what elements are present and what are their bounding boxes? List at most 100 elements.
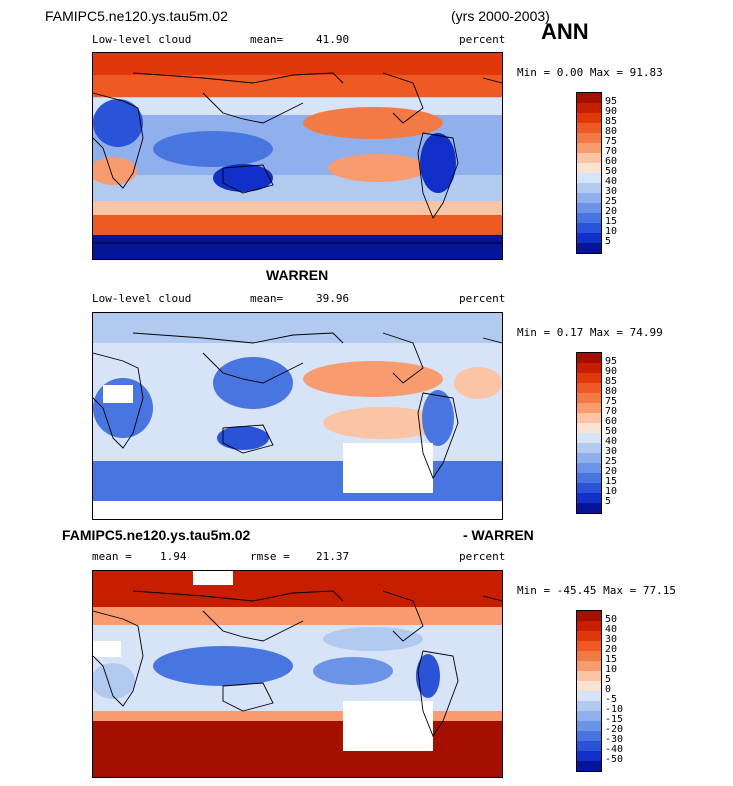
- colorbar-swatch: [577, 373, 601, 384]
- colorbar-level-label: 50: [605, 426, 618, 437]
- colorbar-swatch: [577, 741, 601, 752]
- panel1-mean-label: mean=: [250, 33, 284, 46]
- panel2-antarctica-missing: [93, 501, 502, 519]
- panel1-se-pacific-stratocumulus: [328, 154, 428, 182]
- colorbar-level-label: 50: [605, 166, 618, 177]
- panel3-minmax: Min = -45.45 Max = 77.15: [517, 584, 676, 597]
- panel2-variable-label: Low-level cloud: [92, 292, 192, 305]
- panel2-minmax: Min = 0.17 Max = 74.99: [517, 326, 663, 339]
- colorbar-swatch: [577, 363, 601, 374]
- colorbar-swatch: [577, 353, 601, 364]
- colorbar-swatch: [577, 103, 601, 114]
- colorbar-swatch: [577, 651, 601, 662]
- colorbar-level-label: 10: [605, 226, 618, 237]
- panel3-units: percent: [459, 550, 506, 563]
- colorbar-level-label: 30: [605, 446, 618, 457]
- colorbar-swatch: [577, 413, 601, 424]
- panel1-south-america-low: [420, 133, 456, 193]
- panel3-southern-ocean-diff: [93, 721, 502, 777]
- panel3-indo-pacific-diff: [153, 646, 293, 686]
- panel3-title-left: FAMIPC5.ne120.ys.tau5m.02: [62, 527, 251, 543]
- colorbar-level-label: 70: [605, 406, 618, 417]
- colorbar-level-label: 75: [605, 396, 618, 407]
- panel3-title-right: - WARREN: [463, 527, 534, 543]
- colorbar-swatch: [577, 671, 601, 682]
- panel2-missing-data-africa: [103, 385, 133, 403]
- colorbar-swatch: [577, 711, 601, 722]
- panel1-northmid-band: [93, 98, 502, 116]
- colorbar-swatch: [577, 631, 601, 642]
- colorbar-swatch: [577, 123, 601, 134]
- colorbar-swatch: [577, 731, 601, 742]
- colorbar-swatch: [577, 701, 601, 712]
- colorbar-level-label: 85: [605, 376, 618, 387]
- panel2-ne-pacific-stratocumulus: [303, 361, 443, 397]
- panel2-australia-low: [217, 426, 269, 450]
- colorbar-swatch: [577, 183, 601, 194]
- colorbar-level-label: 50: [605, 614, 618, 625]
- colorbar-swatch: [577, 473, 601, 484]
- colorbar-level-label: -40: [605, 744, 624, 755]
- colorbar-box: [576, 92, 602, 254]
- panel3-africa-diff: [93, 663, 135, 699]
- colorbar-swatch: [577, 133, 601, 144]
- panel3-rmse-label: rmse =: [250, 550, 290, 563]
- colorbar-level-label: 95: [605, 96, 618, 107]
- panel1-ne-pacific-stratocumulus: [303, 107, 443, 139]
- colorbar-swatch: [577, 503, 601, 513]
- colorbar-swatch: [577, 453, 601, 464]
- colorbar-level-label: 20: [605, 206, 618, 217]
- panel3-ne-pacific-diff: [323, 627, 423, 651]
- panel3-coastlines: [93, 590, 502, 737]
- colorbar-level-label: 40: [605, 436, 618, 447]
- colorbar-level-label: 10: [605, 664, 618, 675]
- colorbar-swatch: [577, 163, 601, 174]
- colorbar-swatch: [577, 393, 601, 404]
- colorbar-swatch: [577, 721, 601, 732]
- colorbar-level-label: -20: [605, 724, 624, 735]
- panel3-central-pacific-diff: [313, 657, 393, 685]
- panel1-mean-value: 41.90: [316, 33, 350, 46]
- panel2-map: [92, 312, 503, 520]
- panel3-missing-data-north: [193, 571, 233, 585]
- colorbar-swatch: [577, 383, 601, 394]
- colorbar-box: [576, 610, 602, 772]
- colorbar-level-label: 0: [605, 684, 612, 695]
- colorbar-swatch: [577, 403, 601, 414]
- colorbar-swatch: [577, 443, 601, 454]
- panel2-colorbar: 95 90 85 80 75 70 60 50 40 30 25 20 15 10 5: [576, 352, 656, 516]
- colorbar-level-label: 30: [605, 186, 618, 197]
- panel2-units: percent: [459, 292, 506, 305]
- colorbar-swatch: [577, 243, 601, 253]
- colorbar-level-label: 75: [605, 136, 618, 147]
- colorbar-swatch: [577, 621, 601, 632]
- colorbar-level-label: 5: [605, 674, 612, 685]
- colorbar-swatch: [577, 423, 601, 434]
- panel2-atlantic-stratocumulus: [454, 367, 502, 399]
- panel1-map: [92, 52, 503, 260]
- colorbar-swatch: [577, 193, 601, 204]
- panel1-southern-ocean-band: [93, 215, 502, 235]
- years-range: (yrs 2000-2003): [451, 8, 550, 24]
- colorbar-level-label: 60: [605, 416, 618, 427]
- panel2-coastlines: [93, 332, 502, 479]
- panel2-missing-data-south: [343, 443, 433, 493]
- panel1-variable-label: Low-level cloud: [92, 33, 192, 46]
- colorbar-level-label: 15: [605, 476, 618, 487]
- panel3-north-band: [93, 571, 502, 611]
- colorbar-swatch: [577, 463, 601, 474]
- panel2-southern-ocean-band: [93, 461, 502, 501]
- colorbar-swatch: [577, 641, 601, 652]
- colorbar-level-label: 10: [605, 486, 618, 497]
- colorbar-level-label: 70: [605, 146, 618, 157]
- colorbar-level-label: 25: [605, 196, 618, 207]
- panel1-coastlines: [93, 72, 502, 244]
- colorbar-swatch: [577, 433, 601, 444]
- panel1-minmax: Min = 0.00 Max = 91.83: [517, 66, 663, 79]
- colorbar-swatch: [577, 611, 601, 622]
- panel2-mean-value: 39.96: [316, 292, 350, 305]
- panel2-south-america-low: [422, 390, 454, 446]
- colorbar-box: [576, 352, 602, 514]
- panel2-asia-low: [213, 357, 293, 409]
- colorbar-level-label: -15: [605, 714, 624, 725]
